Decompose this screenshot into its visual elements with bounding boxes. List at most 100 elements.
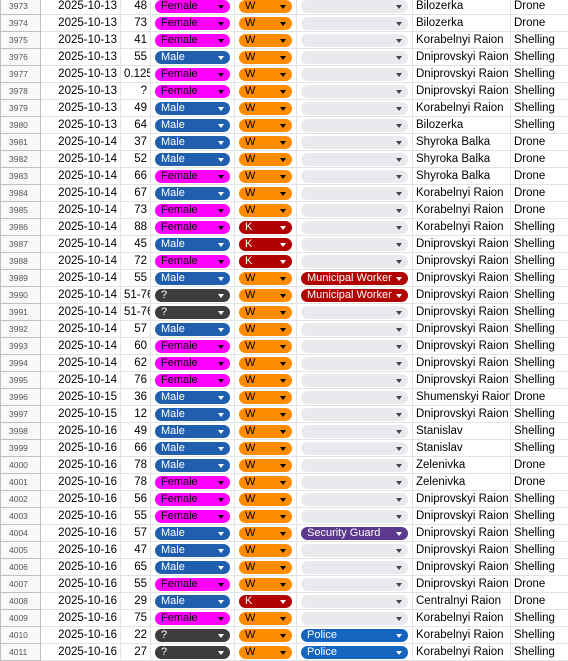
sex-chip[interactable]: ? — [155, 628, 230, 642]
status-chip[interactable]: W — [239, 186, 292, 200]
status-chip[interactable]: W — [239, 373, 292, 387]
sex-chip[interactable]: Female — [155, 611, 230, 625]
status-chip[interactable]: W — [239, 475, 292, 489]
occupation-chip[interactable]: Municipal Worker — [301, 271, 408, 285]
occupation-chip[interactable] — [301, 373, 408, 387]
status-chip[interactable]: W — [239, 152, 292, 166]
sex-chip[interactable]: Male — [155, 441, 230, 455]
sex-chip[interactable]: Male — [155, 390, 230, 404]
status-chip[interactable]: K — [239, 220, 292, 234]
status-chip[interactable]: W — [239, 169, 292, 183]
occupation-chip[interactable] — [301, 152, 408, 166]
occupation-chip[interactable] — [301, 84, 408, 98]
status-chip[interactable]: K — [239, 254, 292, 268]
sex-chip[interactable]: ? — [155, 645, 230, 659]
occupation-chip[interactable] — [301, 33, 408, 47]
status-chip[interactable]: W — [239, 560, 292, 574]
sex-chip[interactable]: Female — [155, 492, 230, 506]
status-chip[interactable]: W — [239, 203, 292, 217]
status-chip[interactable]: W — [239, 356, 292, 370]
status-chip[interactable]: W — [239, 84, 292, 98]
status-chip[interactable]: W — [239, 33, 292, 47]
sex-chip[interactable]: Male — [155, 543, 230, 557]
status-chip[interactable]: W — [239, 526, 292, 540]
occupation-chip[interactable] — [301, 390, 408, 404]
occupation-chip[interactable] — [301, 203, 408, 217]
sex-chip[interactable]: Female — [155, 373, 230, 387]
sex-chip[interactable]: Male — [155, 152, 230, 166]
occupation-chip[interactable] — [301, 441, 408, 455]
sex-chip[interactable]: Male — [155, 50, 230, 64]
occupation-chip[interactable] — [301, 475, 408, 489]
occupation-chip[interactable]: Security Guard — [301, 526, 408, 540]
status-chip[interactable]: W — [239, 305, 292, 319]
occupation-chip[interactable] — [301, 220, 408, 234]
status-chip[interactable]: W — [239, 271, 292, 285]
occupation-chip[interactable] — [301, 424, 408, 438]
sex-chip[interactable]: Female — [155, 509, 230, 523]
status-chip[interactable]: W — [239, 492, 292, 506]
occupation-chip[interactable] — [301, 356, 408, 370]
sex-chip[interactable]: Male — [155, 526, 230, 540]
sex-chip[interactable]: Male — [155, 135, 230, 149]
sex-chip[interactable]: Male — [155, 407, 230, 421]
occupation-chip[interactable] — [301, 101, 408, 115]
occupation-chip[interactable] — [301, 560, 408, 574]
occupation-chip[interactable] — [301, 67, 408, 81]
status-chip[interactable]: W — [239, 611, 292, 625]
sex-chip[interactable]: Female — [155, 16, 230, 30]
status-chip[interactable]: W — [239, 67, 292, 81]
status-chip[interactable]: W — [239, 390, 292, 404]
occupation-chip[interactable] — [301, 577, 408, 591]
sex-chip[interactable]: Female — [155, 339, 230, 353]
occupation-chip[interactable] — [301, 339, 408, 353]
status-chip[interactable]: W — [239, 543, 292, 557]
occupation-chip[interactable] — [301, 305, 408, 319]
status-chip[interactable]: K — [239, 237, 292, 251]
status-chip[interactable]: W — [239, 50, 292, 64]
sex-chip[interactable]: Female — [155, 577, 230, 591]
status-chip[interactable]: K — [239, 594, 292, 608]
status-chip[interactable]: W — [239, 118, 292, 132]
sex-chip[interactable]: Male — [155, 186, 230, 200]
status-chip[interactable]: W — [239, 628, 292, 642]
occupation-chip[interactable] — [301, 16, 408, 30]
status-chip[interactable]: W — [239, 577, 292, 591]
status-chip[interactable]: W — [239, 458, 292, 472]
status-chip[interactable]: W — [239, 0, 292, 13]
occupation-chip[interactable]: Police — [301, 628, 408, 642]
occupation-chip[interactable] — [301, 492, 408, 506]
occupation-chip[interactable] — [301, 543, 408, 557]
occupation-chip[interactable] — [301, 169, 408, 183]
sex-chip[interactable]: Male — [155, 458, 230, 472]
sex-chip[interactable]: Female — [155, 0, 230, 13]
sex-chip[interactable]: Male — [155, 424, 230, 438]
occupation-chip[interactable] — [301, 118, 408, 132]
sex-chip[interactable]: Male — [155, 118, 230, 132]
occupation-chip[interactable] — [301, 135, 408, 149]
sex-chip[interactable]: Male — [155, 560, 230, 574]
sex-chip[interactable]: Male — [155, 271, 230, 285]
status-chip[interactable]: W — [239, 339, 292, 353]
occupation-chip[interactable] — [301, 407, 408, 421]
occupation-chip[interactable] — [301, 237, 408, 251]
status-chip[interactable]: W — [239, 135, 292, 149]
sex-chip[interactable]: Male — [155, 101, 230, 115]
occupation-chip[interactable] — [301, 254, 408, 268]
status-chip[interactable]: W — [239, 424, 292, 438]
occupation-chip[interactable] — [301, 594, 408, 608]
sex-chip[interactable]: Female — [155, 203, 230, 217]
status-chip[interactable]: W — [239, 407, 292, 421]
sex-chip[interactable]: ? — [155, 305, 230, 319]
status-chip[interactable]: W — [239, 101, 292, 115]
status-chip[interactable]: W — [239, 16, 292, 30]
occupation-chip[interactable] — [301, 458, 408, 472]
sex-chip[interactable]: Female — [155, 67, 230, 81]
sex-chip[interactable]: ? — [155, 288, 230, 302]
sex-chip[interactable]: Male — [155, 594, 230, 608]
sex-chip[interactable]: Male — [155, 322, 230, 336]
occupation-chip[interactable] — [301, 509, 408, 523]
sex-chip[interactable]: Female — [155, 220, 230, 234]
sex-chip[interactable]: Female — [155, 356, 230, 370]
occupation-chip[interactable]: Police — [301, 645, 408, 659]
